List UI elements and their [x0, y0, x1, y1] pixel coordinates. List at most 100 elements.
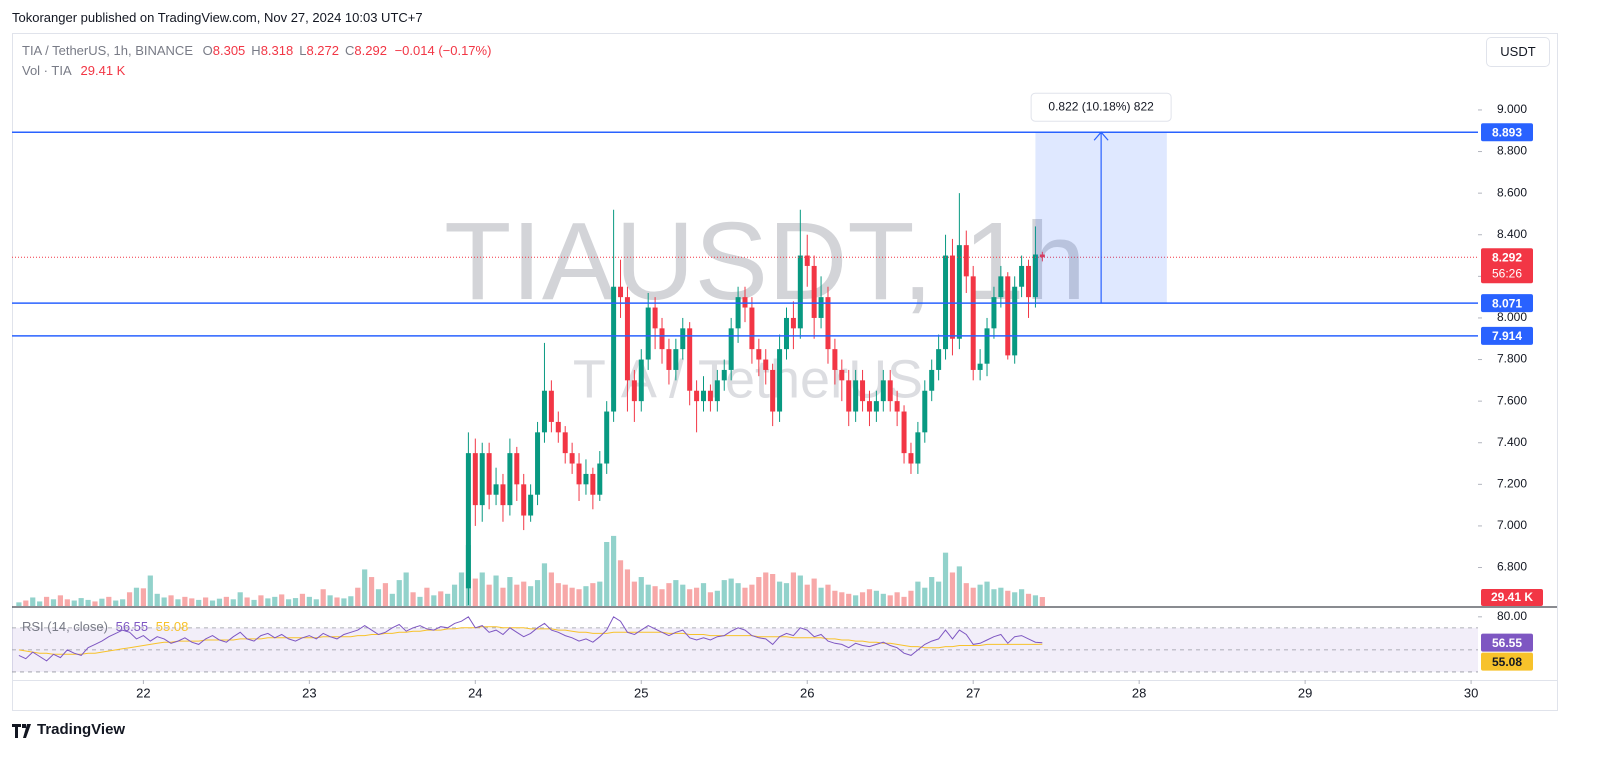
candle-body [977, 363, 983, 370]
tradingview-logo [12, 724, 31, 738]
volume-bar [161, 597, 167, 606]
candle-body [915, 432, 921, 464]
volume-bar [348, 596, 354, 606]
candle-body [687, 328, 693, 391]
volume-bar [866, 589, 873, 606]
candle-body [707, 390, 713, 402]
volume-bar [555, 583, 561, 606]
y-tick-label: 8.000 [1497, 310, 1527, 324]
volume-bar [182, 596, 188, 606]
rsi-legend: RSI (14, close) 56.55 55.08 [22, 619, 188, 635]
candle-body [770, 369, 776, 412]
volume-bar [99, 598, 105, 606]
x-tick-label: 27 [966, 685, 980, 700]
volume-bar [168, 595, 174, 606]
candle-body [576, 463, 582, 485]
volume-bar [500, 587, 506, 606]
volume-title: Vol · TIA [22, 63, 71, 78]
volume-bar [424, 587, 430, 606]
volume-bar [16, 602, 22, 606]
level-badge [1481, 123, 1533, 142]
volume-bar [30, 597, 36, 606]
volume-bar [334, 597, 340, 606]
candle-body [472, 453, 478, 506]
x-tick-label: 23 [302, 685, 316, 700]
volume-bar [949, 572, 956, 606]
candle-body [659, 328, 665, 350]
candle-body [984, 328, 990, 364]
candle-body [749, 307, 755, 350]
volume-bar [783, 583, 790, 606]
volume-bar [853, 595, 859, 606]
volume-bar [541, 563, 548, 606]
volume-bar [887, 595, 893, 606]
volume-bar [279, 594, 285, 606]
volume-bar [742, 587, 748, 606]
volume-bar [78, 598, 84, 606]
volume-badge [1481, 589, 1543, 607]
x-tick-label: 26 [800, 685, 814, 700]
volume-bar [113, 600, 119, 606]
candle-body [728, 328, 734, 370]
candle-body [936, 349, 942, 370]
volume-bar [57, 595, 64, 606]
volume-bar [299, 593, 306, 606]
last-price-label: 8.292 [1492, 250, 1522, 264]
volume-bar [479, 572, 485, 606]
volume-bar [991, 589, 997, 606]
ohlc-key: C [345, 43, 355, 58]
volume-bar [756, 577, 762, 606]
candle-body [604, 411, 610, 464]
candle-body [735, 297, 741, 329]
level-badge-label: 8.893 [1492, 125, 1522, 139]
volume-bar [721, 580, 727, 606]
volume-bar [534, 580, 541, 606]
candle-body [583, 473, 589, 485]
volume-bar [431, 595, 437, 606]
candle-body [901, 411, 907, 454]
volume-bar [140, 588, 146, 606]
volume-bar [604, 541, 610, 606]
volume-bar [763, 572, 769, 606]
volume-badge-label: 29.41 K [1491, 590, 1533, 604]
volume-bar [1025, 593, 1032, 606]
volume-bar [230, 599, 236, 606]
measure-label-box [1030, 92, 1172, 122]
volume-bar [85, 599, 91, 606]
candle-body [763, 359, 769, 370]
volume-bar [106, 596, 112, 606]
volume-bar [237, 592, 243, 606]
candle-body [493, 484, 499, 495]
volume-bar [175, 599, 181, 606]
volume-bar [846, 593, 852, 606]
volume-bar [569, 587, 575, 606]
ohlc-key: H [251, 43, 261, 58]
candle-body [500, 484, 506, 506]
volume-bar [216, 598, 223, 606]
candle-body [694, 390, 700, 402]
volume-bar [120, 599, 126, 606]
volume-bar [915, 581, 921, 606]
volume-bar [1012, 592, 1018, 606]
ohlc-value: 8.318 [260, 43, 294, 58]
candle-body [479, 453, 485, 506]
currency-button[interactable]: USDT [1486, 37, 1550, 67]
volume-bar [936, 581, 942, 606]
x-tick-label: 30 [1464, 685, 1478, 700]
volume-bar [624, 569, 631, 606]
candle-body [991, 297, 997, 329]
candle-body [673, 349, 679, 370]
volume-bar [659, 589, 665, 606]
volume-bar [327, 595, 333, 606]
candle-body [908, 453, 914, 464]
candle-body [887, 380, 893, 402]
volume-bar [714, 590, 720, 606]
volume-bar [797, 575, 803, 606]
candle-body [756, 349, 762, 360]
volume-bar [901, 596, 907, 606]
y-tick-label: 6.800 [1497, 560, 1527, 574]
candle-body [1012, 286, 1018, 356]
volume-bar [700, 583, 707, 606]
candle-body [1026, 265, 1032, 298]
volume-bar [292, 598, 299, 606]
